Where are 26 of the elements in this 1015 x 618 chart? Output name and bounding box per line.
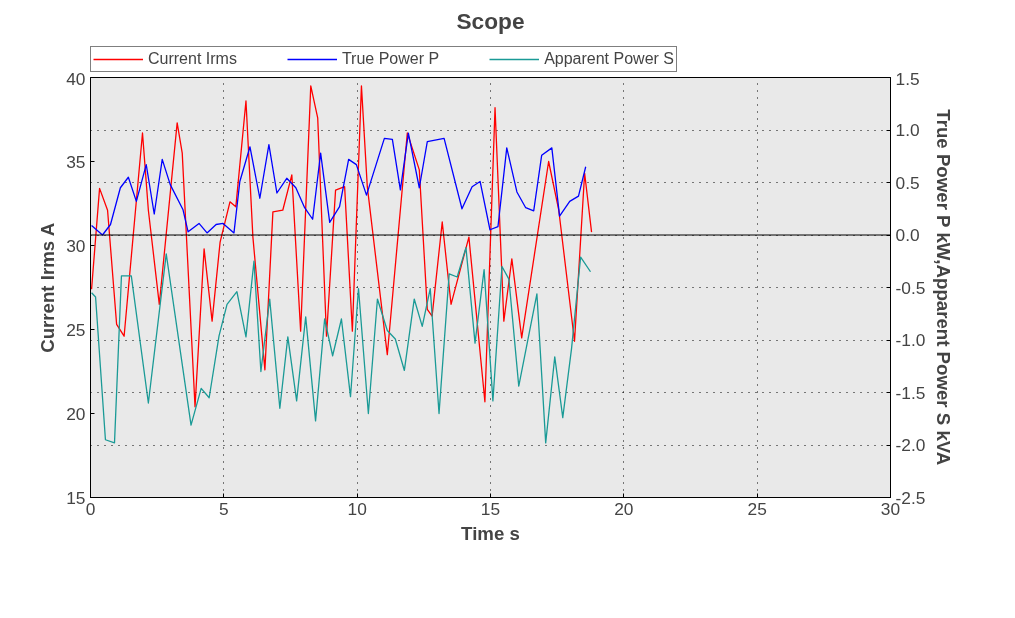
y2-tick-label: -2.0	[895, 435, 926, 455]
x-axis-title: Time s	[461, 522, 520, 544]
x-tick-label: 10	[347, 498, 367, 519]
y-tick-label: 25	[66, 319, 86, 340]
y2-tick-label: -1.5	[895, 382, 926, 403]
y2-tick-label: 0.5	[895, 172, 920, 193]
x-tick-label: 25	[747, 498, 767, 519]
x-tick-label: 20	[614, 498, 634, 519]
chart-title: Scope	[456, 7, 525, 34]
legend-label: Current Irms	[148, 50, 237, 68]
y2-tick-label: 1.0	[895, 120, 920, 140]
x-tick-label: 0	[85, 498, 96, 519]
x-tick-label: 5	[219, 498, 229, 519]
legend-label: True Power P	[341, 50, 440, 68]
y-axis-title: Current Irms A	[37, 222, 59, 353]
y2-tick-label: -0.5	[895, 277, 926, 298]
y2-tick-label: 1.5	[895, 68, 920, 89]
y-tick-label: 35	[66, 151, 86, 172]
y-tick-label: 20	[66, 403, 86, 424]
y2-tick-label: -1.0	[895, 330, 926, 350]
y-tick-label: 30	[66, 235, 86, 256]
y2-tick-label: 0.0	[895, 225, 920, 245]
y-tick-label: 40	[66, 68, 86, 89]
x-tick-label: 15	[480, 498, 501, 519]
y2-axis-title: True Power P kW,Apparent Power S kVA	[933, 109, 955, 466]
legend-label: Apparent Power S	[544, 50, 674, 68]
